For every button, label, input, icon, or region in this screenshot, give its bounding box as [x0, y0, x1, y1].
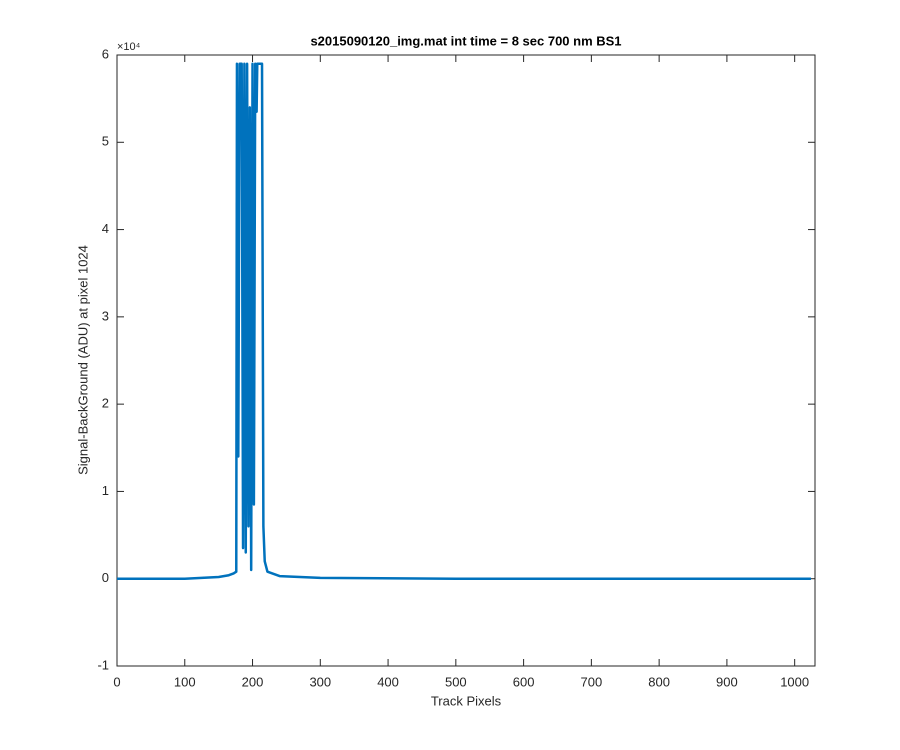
- y-tick-label: 6: [102, 46, 109, 61]
- x-tick-label: 700: [581, 674, 603, 689]
- y-axis-label: Signal-BackGround (ADU) at pixel 1024: [75, 245, 90, 475]
- x-tick-label: 400: [377, 674, 399, 689]
- plot-frame: [116, 54, 816, 667]
- chart-title: s2015090120_img.mat int time = 8 sec 700…: [310, 33, 621, 48]
- x-tick-label: 200: [242, 674, 264, 689]
- x-tick-label: 500: [445, 674, 467, 689]
- y-tick-label: 4: [102, 221, 109, 236]
- x-tick-label: 0: [113, 674, 120, 689]
- x-tick-label: 300: [309, 674, 331, 689]
- x-axis-label: Track Pixels: [431, 693, 502, 708]
- y-tick-label: 0: [102, 570, 109, 585]
- y-tick-label: 3: [102, 308, 109, 323]
- y-tick-label: 2: [102, 396, 109, 411]
- y-multiplier: ×10⁴: [117, 41, 141, 53]
- x-tick-label: 900: [716, 674, 738, 689]
- y-tick-label: 5: [102, 134, 109, 149]
- y-tick-label: -1: [97, 657, 109, 672]
- y-tick-label: 1: [102, 483, 109, 498]
- x-tick-label: 1000: [780, 674, 809, 689]
- data-line: [117, 62, 811, 580]
- x-tick-label: 800: [648, 674, 670, 689]
- x-tick-label: 600: [513, 674, 535, 689]
- x-tick-label: 100: [174, 674, 196, 689]
